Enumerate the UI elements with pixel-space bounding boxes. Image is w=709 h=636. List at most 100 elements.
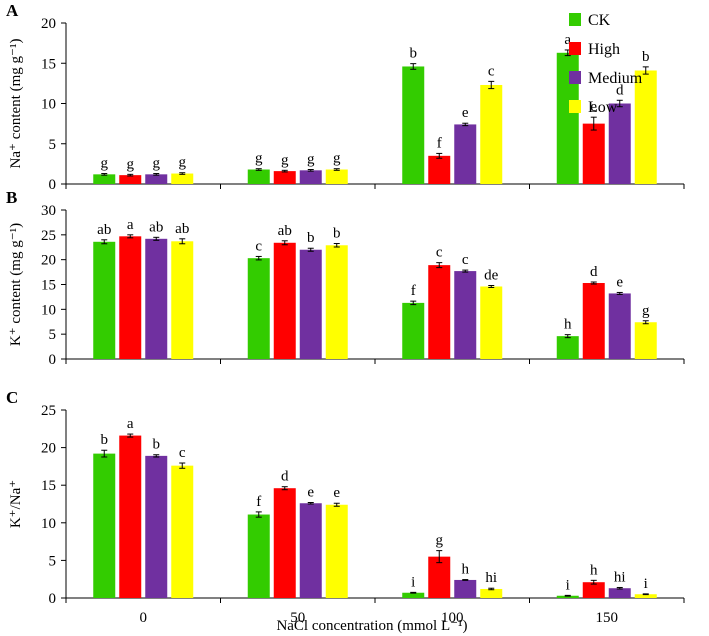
x-tick-label: 150 bbox=[596, 610, 619, 626]
bar-ck-150 bbox=[556, 595, 579, 598]
y-tick-label: 30 bbox=[41, 203, 56, 219]
significance-letter: ab bbox=[97, 222, 111, 238]
x-axis-title: NaCl concentration (mmol L⁻¹) bbox=[276, 618, 467, 634]
bar-high-50 bbox=[273, 171, 296, 184]
significance-letter: b bbox=[153, 437, 161, 453]
bar-medium-0 bbox=[145, 174, 168, 184]
x-tick-label: 0 bbox=[140, 610, 148, 626]
y-tick-label: 20 bbox=[41, 441, 56, 457]
bar-medium-150 bbox=[608, 588, 631, 598]
significance-letter: c bbox=[488, 63, 495, 79]
y-axis-title: K⁺/Na⁺ bbox=[8, 480, 24, 528]
bar-low-0 bbox=[171, 241, 194, 359]
bar-ck-50 bbox=[247, 514, 270, 598]
significance-letter: h bbox=[462, 562, 470, 578]
significance-letter: a bbox=[127, 416, 134, 432]
y-tick-label: 10 bbox=[41, 302, 56, 318]
bar-low-100 bbox=[480, 588, 503, 598]
bar-high-100 bbox=[428, 265, 451, 359]
bar-low-0 bbox=[171, 173, 194, 184]
significance-letter: e bbox=[590, 99, 597, 115]
bar-high-100 bbox=[428, 556, 451, 598]
chart-panels: A Na⁺ content (mg g⁻¹) 0 5 10 15 20 g g g g g g g g b f e… bbox=[6, 1, 685, 626]
panel-letter: C bbox=[6, 388, 18, 407]
significance-letter: c bbox=[255, 238, 262, 254]
legend-swatch-high bbox=[569, 42, 581, 55]
bar-medium-50 bbox=[299, 170, 322, 184]
bar-ck-0 bbox=[93, 174, 116, 184]
significance-letter: hi bbox=[485, 570, 497, 586]
y-tick-label: 20 bbox=[41, 16, 56, 32]
significance-letter: c bbox=[436, 245, 443, 261]
y-tick-label: 25 bbox=[41, 228, 56, 244]
y-tick-label: 15 bbox=[41, 56, 56, 72]
significance-letter: ab bbox=[149, 219, 163, 235]
bar-low-50 bbox=[325, 245, 348, 359]
bar-ck-150 bbox=[556, 336, 579, 359]
legend-label-medium: Medium bbox=[588, 70, 643, 87]
bar-high-150 bbox=[582, 582, 605, 598]
significance-letter: e bbox=[307, 484, 314, 500]
bar-ck-50 bbox=[247, 169, 270, 184]
y-tick-label: 5 bbox=[49, 137, 57, 153]
bar-ck-100 bbox=[402, 66, 425, 184]
bar-low-0 bbox=[171, 465, 194, 598]
legend: CK High Medium Low bbox=[569, 12, 643, 116]
bar-medium-50 bbox=[299, 503, 322, 598]
significance-letter: g bbox=[642, 303, 650, 319]
significance-letter: g bbox=[333, 151, 341, 167]
significance-letter: c bbox=[462, 252, 469, 268]
bar-low-150 bbox=[634, 322, 657, 359]
bar-medium-0 bbox=[145, 455, 168, 598]
y-tick-label: 25 bbox=[41, 403, 56, 419]
bar-ck-100 bbox=[402, 592, 425, 598]
significance-letter: i bbox=[644, 576, 648, 592]
bar-low-150 bbox=[634, 70, 657, 184]
significance-letter: g bbox=[153, 156, 161, 172]
bar-ck-150 bbox=[556, 52, 579, 184]
significance-letter: h bbox=[590, 562, 598, 578]
y-tick-label: 15 bbox=[41, 278, 56, 294]
significance-letter: b bbox=[307, 230, 315, 246]
bar-high-150 bbox=[582, 283, 605, 359]
bar-medium-100 bbox=[454, 271, 477, 359]
bar-high-0 bbox=[119, 236, 142, 359]
bar-high-50 bbox=[273, 488, 296, 598]
bar-medium-50 bbox=[299, 249, 322, 359]
significance-letter: d bbox=[616, 82, 624, 98]
y-tick-label: 10 bbox=[41, 97, 56, 113]
legend-swatch-medium bbox=[569, 71, 581, 84]
significance-letter: b bbox=[333, 226, 341, 242]
y-axis-title: K⁺ content (mg g⁻¹) bbox=[8, 223, 24, 346]
x-tick-label: 100 bbox=[441, 610, 464, 626]
bar-ck-0 bbox=[93, 453, 116, 598]
bar-medium-150 bbox=[608, 293, 631, 359]
significance-letter: f bbox=[256, 494, 261, 510]
y-tick-label: 20 bbox=[41, 253, 56, 269]
significance-letter: e bbox=[462, 105, 469, 121]
y-tick-label: 10 bbox=[41, 516, 56, 532]
significance-letter: d bbox=[590, 264, 598, 280]
significance-letter: g bbox=[255, 151, 263, 167]
bar-high-0 bbox=[119, 175, 142, 184]
y-tick-label: 0 bbox=[49, 352, 57, 368]
significance-letter: g bbox=[179, 155, 187, 171]
legend-label-high: High bbox=[588, 41, 620, 58]
significance-letter: ab bbox=[175, 221, 189, 237]
panel-a: A Na⁺ content (mg g⁻¹) 0 5 10 15 20 g g g g g g g g b f e… bbox=[6, 1, 685, 193]
legend-label-ck: CK bbox=[588, 12, 611, 29]
y-tick-label: 5 bbox=[49, 553, 57, 569]
bar-high-100 bbox=[428, 155, 451, 184]
significance-letter: ab bbox=[278, 223, 292, 239]
bar-low-50 bbox=[325, 169, 348, 184]
significance-letter: a bbox=[127, 217, 134, 233]
y-tick-label: 15 bbox=[41, 478, 56, 494]
y-tick-label: 0 bbox=[49, 591, 57, 607]
bar-medium-150 bbox=[608, 103, 631, 184]
significance-letter: e bbox=[616, 274, 623, 290]
bar-high-0 bbox=[119, 435, 142, 598]
bar-high-150 bbox=[582, 123, 605, 184]
bar-low-100 bbox=[480, 84, 503, 184]
